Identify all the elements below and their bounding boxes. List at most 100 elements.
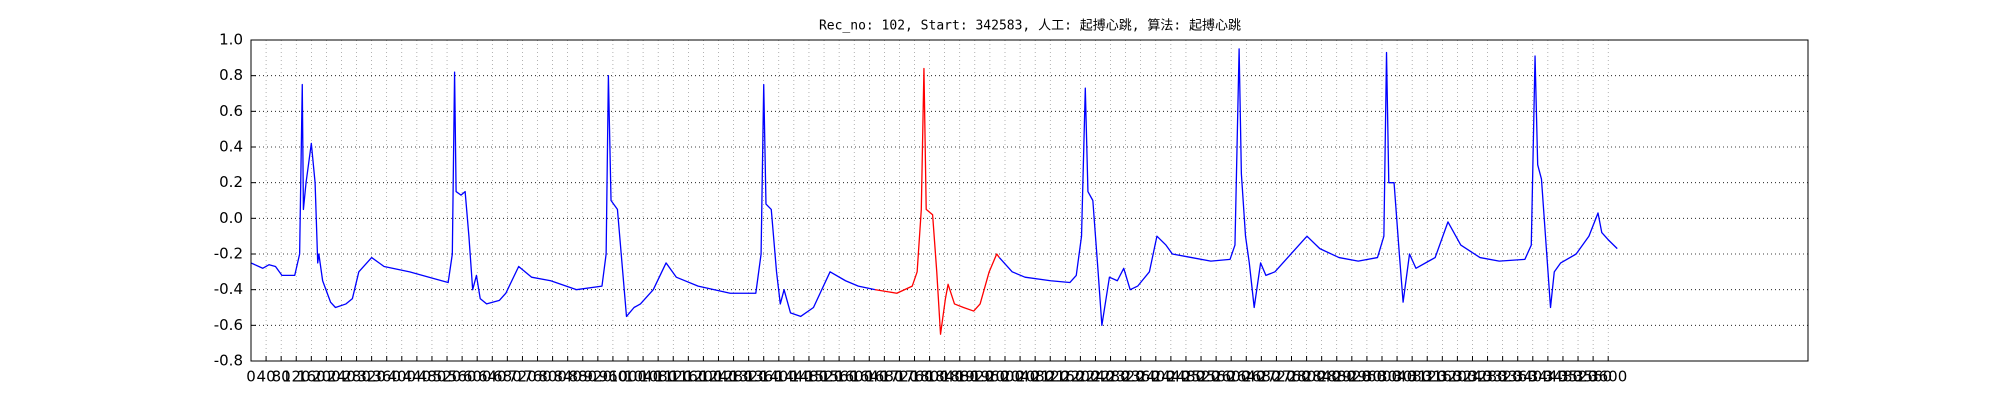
x-tick-label: 320 [357, 368, 386, 386]
x-tick-label: 1640 [850, 368, 888, 386]
y-tick-label: -0.4 [214, 280, 243, 298]
x-tick-label: 3080 [1393, 368, 1431, 386]
x-tick-label: 3280 [1468, 368, 1506, 386]
x-tick-label: 3600 [1589, 368, 1627, 386]
x-tick-label: 2280 [1091, 368, 1129, 386]
x-tick-label: 2120 [1031, 368, 1069, 386]
y-tick-label: -0.8 [214, 352, 243, 370]
x-tick-label: 800 [538, 368, 567, 386]
x-tick-label: 3520 [1559, 368, 1597, 386]
x-tick-label: 600 [463, 368, 492, 386]
ecg-line [250, 48, 1618, 326]
x-tick-label: 1280 [714, 368, 752, 386]
x-tick-label: 1800 [911, 368, 949, 386]
x-tick-label: 3320 [1484, 368, 1522, 386]
x-tick-label: 120 [282, 368, 311, 386]
x-tick-label: 1320 [730, 368, 768, 386]
x-tick-label: 1600 [835, 368, 873, 386]
x-tick-label: 2600 [1212, 368, 1250, 386]
x-tick-label: 1200 [684, 368, 722, 386]
x-tick-label: 3000 [1363, 368, 1401, 386]
y-tick-label: -0.6 [214, 316, 243, 334]
x-tick-label: 2760 [1272, 368, 1310, 386]
x-tick-label: 1480 [790, 368, 828, 386]
x-tick-label: 480 [418, 368, 447, 386]
x-tick-label: 2960 [1348, 368, 1386, 386]
x-tick-label: 2000 [986, 368, 1024, 386]
x-tick-label: 2800 [1287, 368, 1325, 386]
x-tick-label: 2320 [1107, 368, 1145, 386]
x-tick-label: 1040 [624, 368, 662, 386]
x-tick-label: 840 [553, 368, 582, 386]
x-tick-label: 2200 [1061, 368, 1099, 386]
x-tick-label: 760 [523, 368, 552, 386]
x-tick-label: 1960 [971, 368, 1009, 386]
x-tick-label: 1080 [639, 368, 677, 386]
x-tick-label: 1440 [775, 368, 813, 386]
x-tick-label: 40 [257, 368, 276, 386]
x-tick-label: 3360 [1499, 368, 1537, 386]
x-tick-label: 1240 [699, 368, 737, 386]
x-tick-label: 2920 [1333, 368, 1371, 386]
x-tick-label: 3480 [1544, 368, 1582, 386]
x-tick-label: 3040 [1378, 368, 1416, 386]
x-tick-label: 560 [448, 368, 477, 386]
x-tick-label: 2440 [1152, 368, 1190, 386]
x-tick-label: 2360 [1122, 368, 1160, 386]
y-tick-label: 0.6 [219, 102, 243, 120]
x-tick-label: 280 [342, 368, 371, 386]
x-tick-label: 1560 [820, 368, 858, 386]
x-tick-label: 1760 [895, 368, 933, 386]
y-tick-label: 0.2 [219, 173, 243, 191]
x-tick-label: 2080 [1016, 368, 1054, 386]
x-tick-label: 3160 [1423, 368, 1461, 386]
x-tick-label: 520 [433, 368, 462, 386]
x-tick-label: 3560 [1574, 368, 1612, 386]
x-tick-label: 2560 [1197, 368, 1235, 386]
x-tick-label: 3120 [1408, 368, 1446, 386]
x-tick-label: 160 [297, 368, 326, 386]
y-tick-label: 1.0 [219, 31, 243, 49]
x-tick-label: 1160 [669, 368, 707, 386]
x-tick-label: 680 [493, 368, 522, 386]
x-tick-label: 2880 [1318, 368, 1356, 386]
x-tick-label: 3240 [1453, 368, 1491, 386]
x-tick-label: 2240 [1076, 368, 1114, 386]
x-tick-label: 2520 [1182, 368, 1220, 386]
x-tick-label: 3200 [1438, 368, 1476, 386]
x-tick-label: 240 [327, 368, 356, 386]
x-tick-label: 2680 [1242, 368, 1280, 386]
y-tick-label: 0.4 [219, 138, 243, 156]
x-tick-label: 1680 [865, 368, 903, 386]
x-tick-label: 2840 [1303, 368, 1341, 386]
y-tick-label: -0.2 [214, 245, 243, 263]
x-tick-label: 0 [246, 368, 256, 386]
x-tick-label: 200 [312, 368, 341, 386]
x-tick-label: 1520 [805, 368, 843, 386]
y-tick-label: 0.0 [219, 209, 243, 227]
x-tick-label: 3400 [1514, 368, 1552, 386]
x-tick-label: 2640 [1227, 368, 1265, 386]
x-tick-label: 80 [272, 368, 291, 386]
x-tick-label: 2720 [1257, 368, 1295, 386]
x-tick-label: 1400 [760, 368, 798, 386]
x-tick-label: 2480 [1167, 368, 1205, 386]
chart-title: Rec_no: 102, Start: 342583, 人工: 起搏心跳, 算法… [819, 18, 1241, 34]
x-tick-label: 720 [508, 368, 537, 386]
x-tick-label: 360 [372, 368, 401, 386]
x-tick-label: 1120 [654, 368, 692, 386]
x-tick-label: 2160 [1046, 368, 1084, 386]
x-tick-label: 2040 [1001, 368, 1039, 386]
x-tick-label: 960 [599, 368, 628, 386]
x-tick-label: 880 [568, 368, 597, 386]
x-tick-label: 3440 [1529, 368, 1567, 386]
x-tick-label: 1000 [609, 368, 647, 386]
x-tick-label: 1920 [956, 368, 994, 386]
x-tick-label: 1880 [941, 368, 979, 386]
ecg-line [874, 67, 1000, 335]
x-tick-label: 400 [387, 368, 416, 386]
x-tick-label: 1840 [926, 368, 964, 386]
y-tick-label: 0.8 [219, 66, 243, 84]
plot-frame [250, 39, 1809, 362]
